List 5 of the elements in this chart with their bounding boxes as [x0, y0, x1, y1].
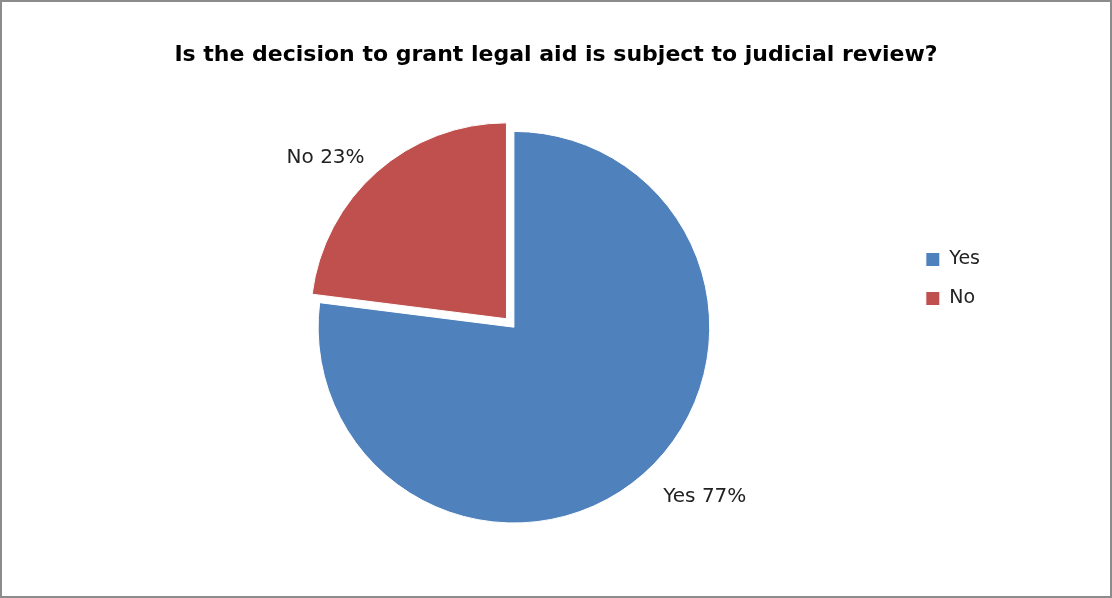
- data-label: No 23%: [286, 144, 365, 169]
- legend-label: No: [949, 285, 976, 308]
- data-label: Yes 77%: [662, 482, 747, 507]
- legend-label: Yes: [948, 246, 980, 269]
- chart-title: Is the decision to grant legal aid is subject to judicial review?: [174, 40, 938, 66]
